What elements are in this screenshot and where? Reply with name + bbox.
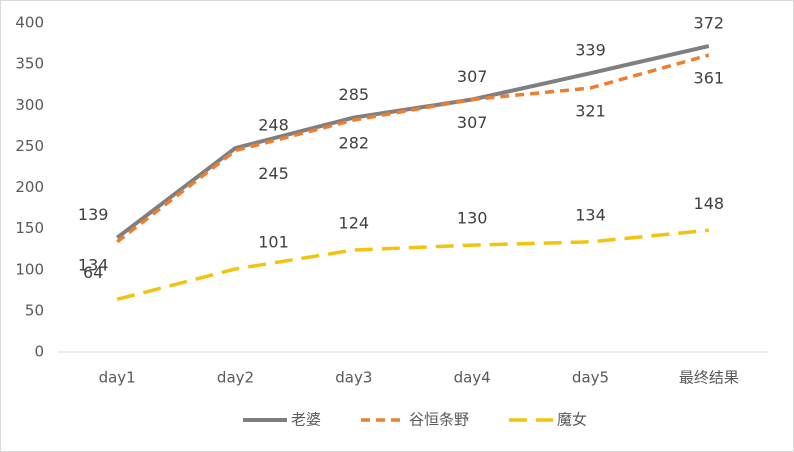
y-tick-label: 150 bbox=[15, 219, 44, 237]
y-tick-label: 300 bbox=[15, 96, 44, 114]
legend-label: 魔女 bbox=[557, 411, 587, 429]
data-label: 307 bbox=[457, 67, 488, 86]
data-label: 148 bbox=[694, 194, 725, 213]
data-label: 321 bbox=[575, 101, 606, 120]
data-label: 101 bbox=[258, 232, 289, 251]
legend-label: 谷恒条野 bbox=[409, 411, 469, 429]
data-label: 339 bbox=[575, 41, 606, 60]
y-tick-label: 250 bbox=[15, 137, 44, 155]
x-tick-label: day4 bbox=[454, 369, 491, 387]
x-tick-label: day3 bbox=[335, 369, 372, 387]
y-tick-label: 100 bbox=[15, 260, 44, 278]
data-label: 139 bbox=[78, 205, 109, 224]
y-tick-label: 0 bbox=[34, 343, 44, 361]
data-label: 134 bbox=[575, 205, 606, 224]
y-tick-label: 350 bbox=[15, 55, 44, 73]
y-tick-label: 200 bbox=[15, 178, 44, 196]
data-label: 285 bbox=[339, 85, 370, 104]
x-tick-label: day1 bbox=[99, 369, 136, 387]
data-label: 282 bbox=[339, 134, 370, 153]
x-tick-label: 最终结果 bbox=[679, 369, 739, 387]
y-tick-label: 400 bbox=[15, 14, 44, 32]
data-label: 130 bbox=[457, 209, 488, 228]
x-tick-label: day5 bbox=[572, 369, 609, 387]
data-label: 248 bbox=[258, 116, 289, 135]
data-label: 64 bbox=[83, 263, 103, 282]
data-label: 307 bbox=[457, 113, 488, 132]
series-line bbox=[116, 228, 710, 302]
data-label: 372 bbox=[694, 14, 725, 33]
data-label: 361 bbox=[694, 69, 725, 88]
data-label: 124 bbox=[339, 214, 370, 233]
x-tick-label: day2 bbox=[217, 369, 254, 387]
data-label: 134 bbox=[78, 255, 109, 274]
series-line bbox=[116, 53, 710, 244]
y-tick-label: 50 bbox=[25, 301, 44, 319]
legend-label: 老婆 bbox=[291, 411, 321, 429]
data-label: 245 bbox=[258, 164, 289, 183]
